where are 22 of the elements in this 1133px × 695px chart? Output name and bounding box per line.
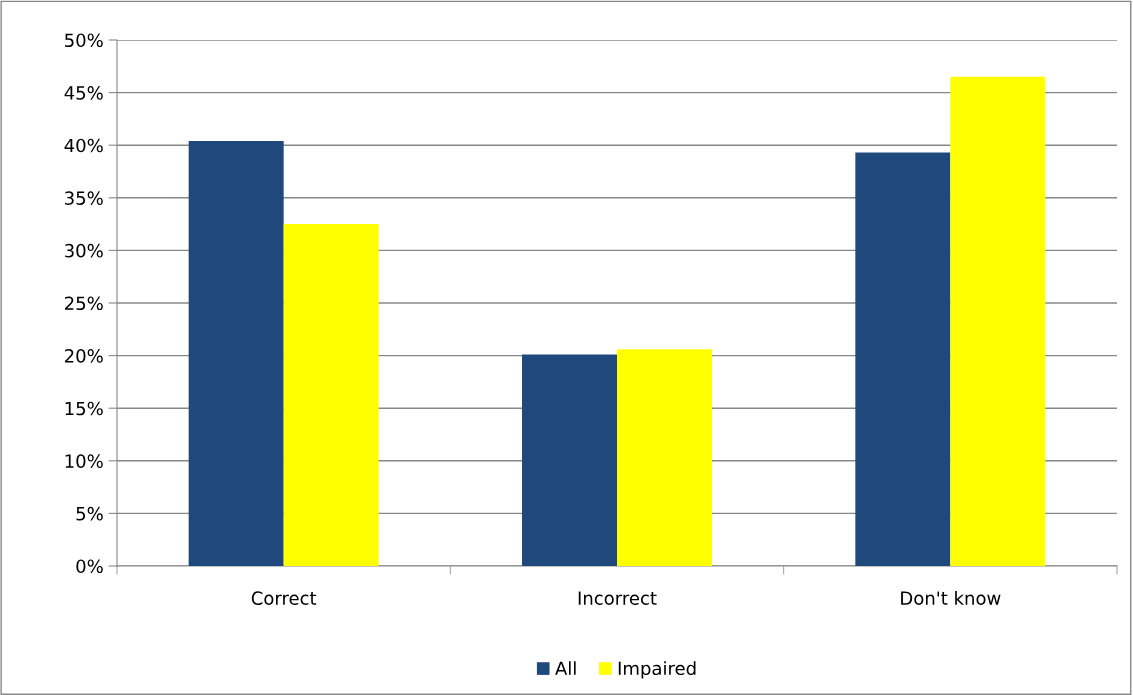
bar	[188, 140, 284, 566]
bar	[283, 224, 379, 566]
y-tick-label: 35%	[65, 191, 103, 205]
y-tick-label: 15%	[65, 401, 103, 416]
y-tick-label: 45%	[64, 86, 103, 100]
x-tick-label: Incorrect	[578, 591, 657, 605]
y-tick-label: 25%	[65, 296, 103, 311]
y-tick-label: 50%	[65, 33, 103, 48]
y-tick-label: 20%	[65, 349, 103, 363]
bar	[522, 354, 617, 566]
y-tick-label: 0%	[76, 559, 103, 574]
y-tick-label: 10%	[65, 454, 103, 468]
x-tick-label: Don't know	[901, 591, 1001, 605]
legend-label: All	[555, 661, 576, 675]
y-tick-label: 5%	[76, 506, 103, 521]
bar	[950, 76, 1046, 566]
y-tick-label: 30%	[65, 243, 103, 258]
y-tick-label: 40%	[64, 138, 103, 153]
bar	[855, 152, 951, 566]
x-tick-label: Correct	[251, 591, 317, 605]
legend-label: Impaired	[618, 661, 696, 679]
bar	[617, 349, 712, 566]
